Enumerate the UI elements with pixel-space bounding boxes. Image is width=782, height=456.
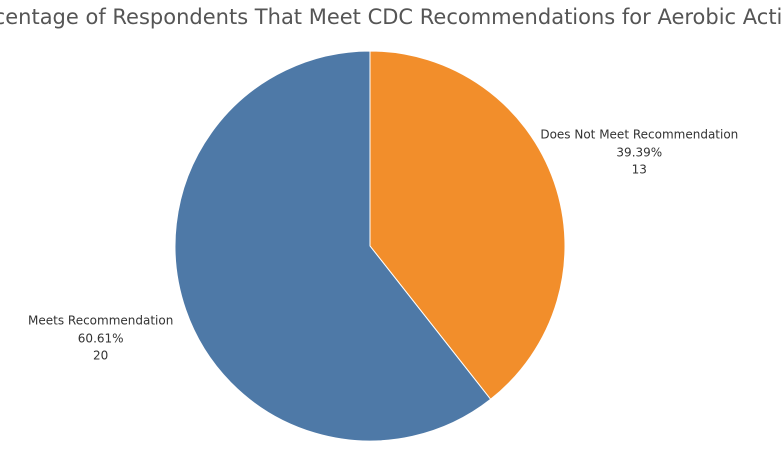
slice-percent: 60.61% — [78, 332, 124, 346]
slice-label: Meets Recommendation — [28, 314, 173, 328]
slice-count: 20 — [93, 349, 108, 363]
pie-slice — [174, 50, 492, 442]
slice-percent: 39.39% — [616, 145, 662, 159]
chart-title: Percentage of Respondents That Meet CDC … — [0, 5, 782, 29]
slice-label: Does Not Meet Recommendation — [540, 127, 738, 141]
slice-count: 13 — [632, 162, 647, 176]
pie-slice — [369, 50, 566, 400]
